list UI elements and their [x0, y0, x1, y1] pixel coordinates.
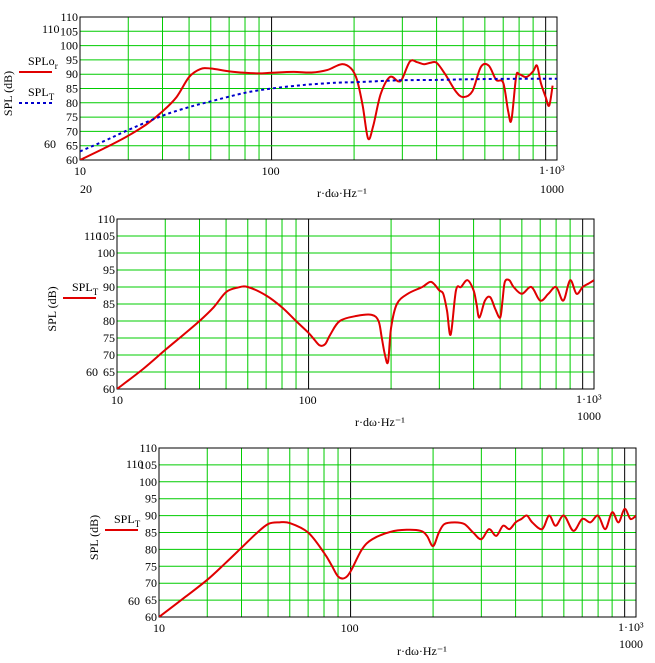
legend-label: SPLT: [72, 280, 99, 297]
y-tick-label: 60: [66, 153, 78, 167]
legend-label: SPLT: [114, 512, 141, 529]
y-tick-label: 70: [66, 124, 78, 138]
y-tick-label: 85: [145, 526, 157, 540]
x-axis-label: r·dω·Hz⁻¹: [355, 415, 405, 429]
x-tick-label: 10: [74, 164, 86, 178]
y-tick-label: 90: [103, 280, 115, 294]
series-line-spl-t: [159, 507, 636, 617]
y-tick-label: 60: [145, 610, 157, 624]
y-axis-label: SPL (dB): [45, 286, 59, 331]
y-extra-label: 60: [44, 137, 56, 151]
y-tick-label: 70: [103, 348, 115, 362]
x-tick-label: 10: [153, 621, 165, 635]
y-tick-label: 75: [145, 559, 157, 573]
y-tick-label: 75: [103, 331, 115, 345]
x-axis-label: r·dω·Hz⁻¹: [397, 644, 447, 658]
x-extra-label: 1000: [619, 637, 643, 651]
x-tick-label: 100: [341, 621, 359, 635]
plot-frame: [158, 447, 637, 618]
x-tick-label: 100: [262, 164, 280, 178]
y-extra-label: 110: [42, 22, 60, 36]
y-tick-label: 95: [66, 53, 78, 67]
legend-label: SPLT: [28, 85, 55, 102]
y-tick-label: 100: [139, 475, 157, 489]
y-tick-label: 105: [60, 24, 78, 38]
y-tick-label: 100: [97, 246, 115, 260]
y-tick-label: 100: [60, 39, 78, 53]
y-tick-label: 90: [145, 509, 157, 523]
y-tick-label: 80: [145, 542, 157, 556]
y-tick-label: 95: [145, 492, 157, 506]
y-tick-label: 75: [66, 110, 78, 124]
x-extra-label: 20: [80, 182, 92, 196]
y-extra-label: 110: [84, 229, 102, 243]
series-line-spl-t: [117, 278, 594, 389]
legend-label: SPLor: [28, 54, 58, 71]
legend: SPLT: [63, 280, 99, 299]
x-tick-label: 100: [299, 393, 317, 407]
x-tick-label: 10: [111, 393, 123, 407]
y-tick-label: 65: [66, 139, 78, 153]
y-tick-label: 95: [103, 263, 115, 277]
y-tick-label: 110: [139, 441, 157, 455]
y-tick-label: 85: [103, 297, 115, 311]
x-tick-label: 1·10³: [539, 163, 565, 177]
series-line-spl-t: [80, 77, 557, 153]
y-extra-label: 60: [86, 365, 98, 379]
y-tick-label: 85: [66, 82, 78, 96]
y-extra-label: 110: [126, 457, 144, 471]
y-axis-label: SPL (dB): [1, 71, 15, 116]
y-tick-label: 65: [103, 365, 115, 379]
plot-frame: [79, 16, 558, 161]
y-tick-label: 65: [145, 593, 157, 607]
x-tick-label: 1·10³: [576, 392, 602, 406]
y-tick-label: 105: [139, 458, 157, 472]
plot-frame: [116, 218, 595, 390]
x-tick-label: 1·10³: [618, 620, 644, 634]
y-tick-label: 60: [103, 382, 115, 396]
legend: SPLT: [105, 512, 141, 531]
y-tick-label: 110: [60, 10, 78, 24]
y-extra-label: 60: [128, 594, 140, 608]
y-tick-label: 105: [97, 229, 115, 243]
y-tick-label: 110: [97, 212, 115, 226]
x-axis-label: r·dω·Hz⁻¹: [317, 186, 367, 200]
x-extra-label: 1000: [577, 409, 601, 423]
y-tick-label: 80: [66, 96, 78, 110]
y-tick-label: 80: [103, 314, 115, 328]
y-tick-label: 90: [66, 67, 78, 81]
y-axis-label: SPL (dB): [87, 515, 101, 560]
legend: SPLor SPLT: [19, 54, 58, 104]
y-tick-label: 70: [145, 576, 157, 590]
x-extra-label: 1000: [540, 182, 564, 196]
